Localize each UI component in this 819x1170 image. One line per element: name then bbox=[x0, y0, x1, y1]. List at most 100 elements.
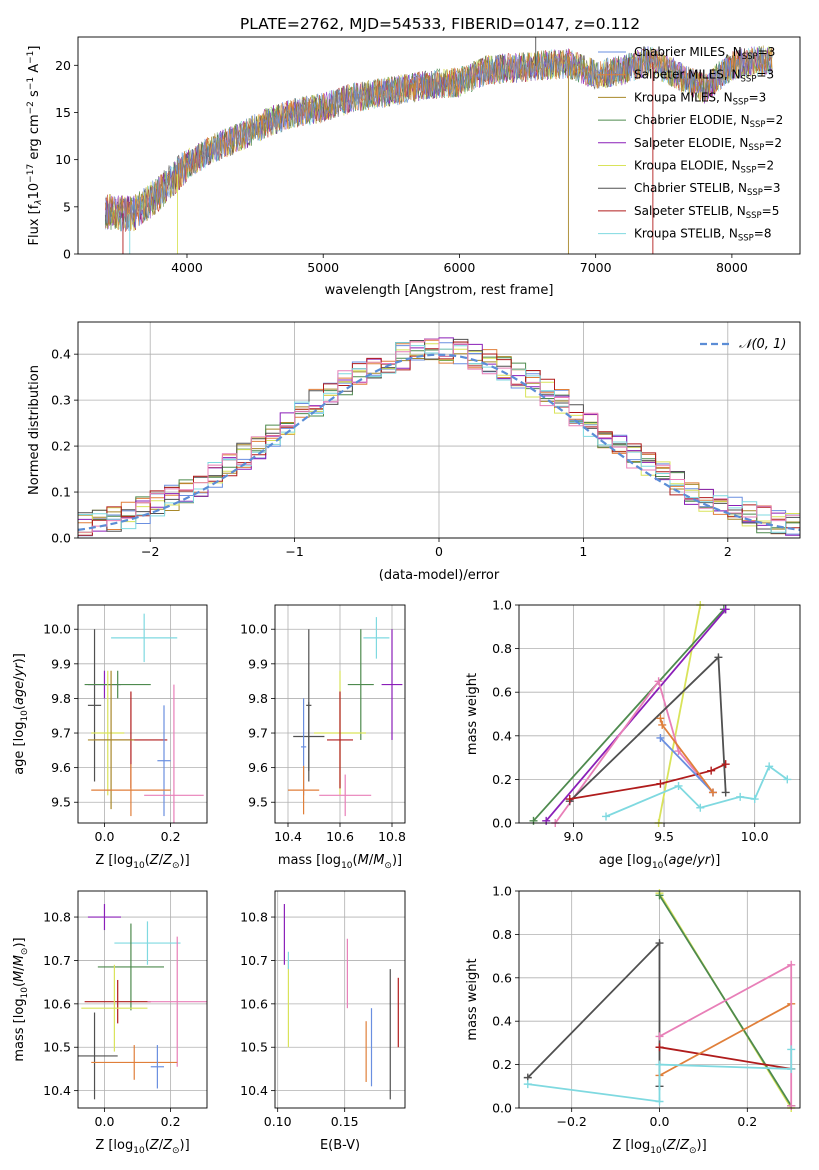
weight-point bbox=[787, 1045, 796, 1054]
axes-frame bbox=[274, 890, 406, 1109]
x-axis-label: age [log10(age/yr)] bbox=[599, 853, 721, 871]
weight-series bbox=[532, 608, 725, 822]
y-tick-label: 20 bbox=[55, 58, 71, 73]
y-tick-label: 0.2 bbox=[492, 1057, 512, 1072]
weight-point bbox=[655, 1060, 664, 1069]
x-tick-label: 0.10 bbox=[264, 1114, 292, 1129]
weight-point bbox=[787, 1101, 796, 1110]
y-axis-label: mass [log10(M/M⊙)] bbox=[12, 937, 30, 1061]
legend-entry: Kroupa STELIB, NSSP=8 bbox=[634, 227, 772, 244]
weight-series bbox=[657, 605, 702, 823]
weight-point bbox=[721, 788, 730, 797]
y-tick-label: 9.5 bbox=[51, 795, 71, 810]
legend-entry: Chabrier MILES, NSSP=3 bbox=[634, 45, 775, 62]
legend-tail: =2 bbox=[764, 136, 782, 150]
legend-sub: SSP bbox=[733, 97, 749, 107]
x-tick-label: 0.0 bbox=[650, 1114, 670, 1129]
y-tick-label: 0.0 bbox=[492, 1101, 512, 1116]
weight-point bbox=[714, 653, 723, 662]
legend-tail: =3 bbox=[763, 181, 781, 195]
x-tick-label: 6000 bbox=[444, 260, 476, 275]
weight-series bbox=[659, 1003, 792, 1077]
x-tick-label: 10.4 bbox=[274, 829, 302, 844]
y-tick-label: 9.8 bbox=[248, 691, 268, 706]
legend-sub: SSP bbox=[741, 166, 757, 176]
legend-sub: SSP bbox=[738, 234, 754, 244]
y-axis-label: Flux [fλ10−17 erg cm−2 s−1 A−1] bbox=[26, 46, 44, 246]
x-tick-label: 7000 bbox=[580, 260, 612, 275]
y-tick-label: 10 bbox=[55, 152, 71, 167]
chart-mass-vs-Z: 0.0 0.2 10.4 10.5 10.6 10.7 10.8 Z [log10(Z/Z⊙)… bbox=[12, 890, 208, 1156]
y-tick-label: 10.6 bbox=[240, 996, 268, 1011]
legend-entry: Kroupa ELODIE, NSSP=2 bbox=[634, 159, 774, 176]
axes-frame bbox=[77, 36, 801, 255]
weight-point bbox=[658, 720, 667, 729]
y-axis-label: mass weight bbox=[465, 673, 480, 755]
y-tick-label: 0.2 bbox=[51, 439, 71, 454]
y-tick-label: 0.4 bbox=[51, 347, 71, 362]
weight-point bbox=[529, 816, 538, 825]
y-tick-label: 9.9 bbox=[248, 656, 268, 671]
x-tick-label: 10.6 bbox=[326, 829, 354, 844]
y-tick-label: 9.8 bbox=[51, 691, 71, 706]
legend-tail: =2 bbox=[766, 113, 784, 127]
x-axis-label: Z [log10(Z/Z⊙)] bbox=[95, 853, 189, 871]
x-tick-label: 0.15 bbox=[331, 1114, 359, 1129]
x-tick-label: 1 bbox=[579, 544, 587, 559]
y-axis-label: Normed distribution bbox=[27, 365, 42, 495]
weight-point bbox=[750, 795, 759, 804]
y-tick-label: 0.1 bbox=[51, 485, 71, 500]
x-axis-label: Z [log10(Z/Z⊙)] bbox=[95, 1138, 189, 1156]
legend-entry: 𝒩(0, 1) bbox=[739, 337, 786, 352]
weight-point bbox=[656, 714, 665, 723]
weight-point bbox=[696, 803, 705, 812]
weight-point bbox=[655, 891, 664, 900]
axes-frame bbox=[518, 890, 801, 1109]
x-axis-label: (data-model)/error bbox=[379, 568, 500, 583]
chart-mass-vs-EBV: 0.10 0.15 10.4 10.5 10.6 10.7 10.8 E(B-V) bbox=[240, 890, 406, 1153]
y-tick-label: 0.4 bbox=[492, 1014, 512, 1029]
x-tick-label: 5000 bbox=[307, 260, 339, 275]
legend-sub: SSP bbox=[750, 120, 766, 130]
weight-point bbox=[656, 779, 665, 788]
x-tick-label: 0.0 bbox=[95, 1114, 115, 1129]
weight-point bbox=[787, 960, 796, 969]
x-tick-label: 9.5 bbox=[654, 829, 674, 844]
weight-series bbox=[659, 1046, 792, 1070]
y-tick-label: 9.9 bbox=[51, 656, 71, 671]
x-tick-label: 9.0 bbox=[563, 829, 583, 844]
weight-point bbox=[655, 1097, 664, 1106]
y-tick-label: 9.6 bbox=[51, 760, 71, 775]
weight-point bbox=[783, 775, 792, 784]
weight-series bbox=[659, 963, 793, 1106]
y-tick-label: 10.7 bbox=[43, 953, 71, 968]
y-tick-label: 1.0 bbox=[492, 598, 512, 613]
y-tick-label: 0 bbox=[63, 247, 71, 262]
x-tick-label: −1 bbox=[285, 544, 303, 559]
weight-series bbox=[554, 679, 714, 823]
weight-point bbox=[542, 816, 551, 825]
legend-entry: Salpeter MILES, NSSP=3 bbox=[634, 68, 774, 85]
x-axis-label: wavelength [Angstrom, rest frame] bbox=[325, 283, 554, 298]
weight-point bbox=[655, 1043, 664, 1052]
y-tick-label: 9.6 bbox=[248, 760, 268, 775]
legend-entry: Salpeter STELIB, NSSP=5 bbox=[634, 204, 779, 221]
y-tick-label: 10.4 bbox=[240, 1083, 268, 1098]
chart-age-vs-Z: 0.0 0.2 9.5 9.6 9.7 9.8 9.9 10.0 Z [log10(Z/Z⊙)]… bbox=[12, 604, 208, 871]
weight-point bbox=[674, 781, 683, 790]
y-tick-label: 9.7 bbox=[248, 726, 268, 741]
y-tick-label: 0.6 bbox=[492, 685, 512, 700]
legend-tail: =8 bbox=[754, 227, 772, 241]
axes-frame bbox=[274, 604, 406, 824]
spectrum-series bbox=[104, 46, 773, 232]
legend-sub: SSP bbox=[746, 211, 762, 221]
weight-point bbox=[707, 766, 716, 775]
legend-tail: =3 bbox=[758, 45, 776, 59]
normal-curve bbox=[77, 353, 801, 531]
figure-title: PLATE=2762, MJD=54533, FIBERID=0147, z=0… bbox=[240, 15, 640, 33]
x-tick-label: 0.2 bbox=[161, 829, 181, 844]
x-tick-label: 10.8 bbox=[378, 829, 406, 844]
y-tick-label: 10.6 bbox=[43, 996, 71, 1011]
y-axis-label: age [log10(age/yr)] bbox=[12, 653, 30, 775]
y-tick-label: 5 bbox=[63, 199, 71, 214]
